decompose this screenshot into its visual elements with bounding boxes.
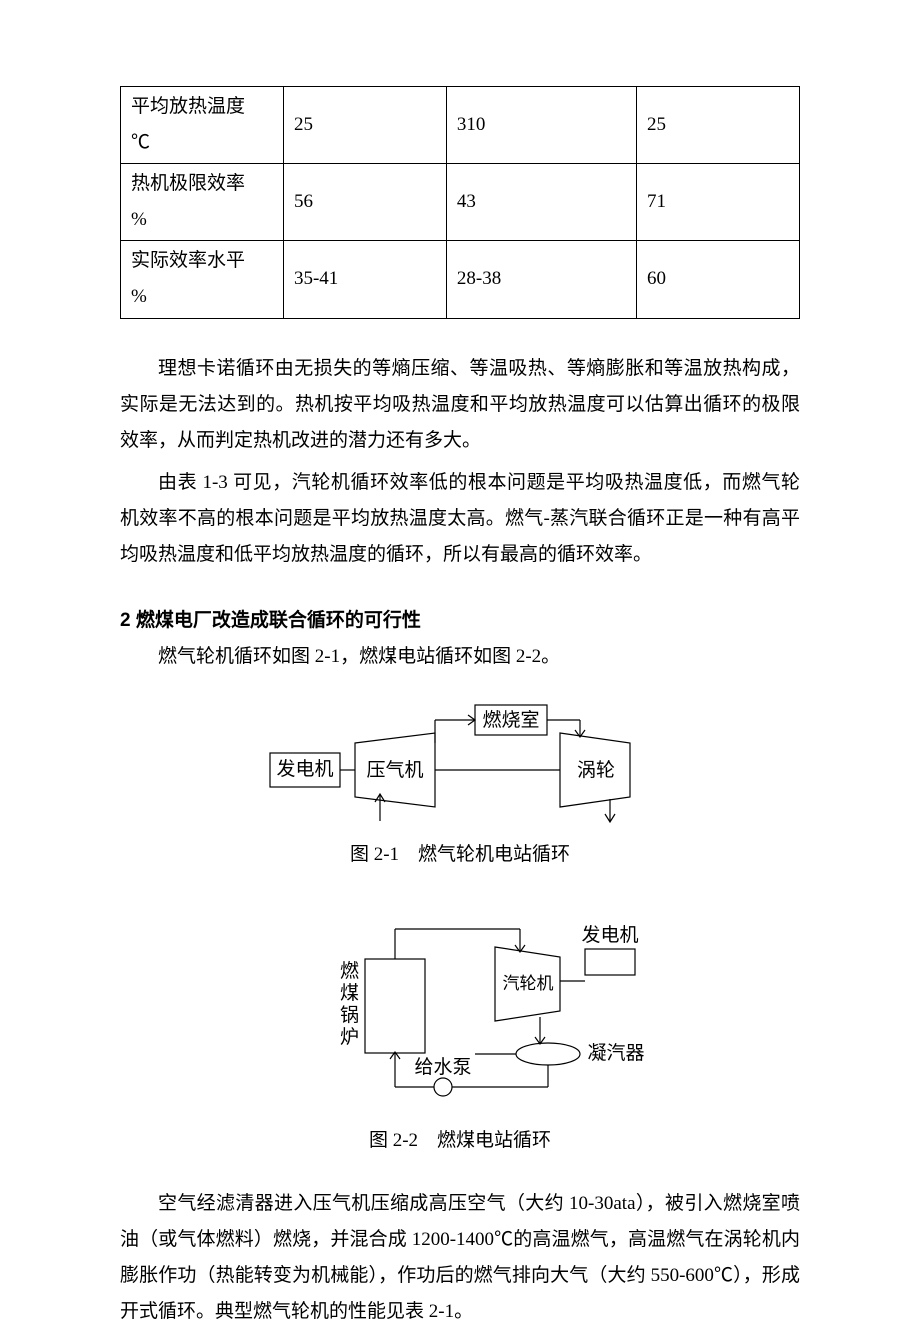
figure-2-1: 发电机 压气机 燃烧室 涡轮 (260, 693, 660, 823)
table-row: 平均放热温度 ℃ 25 310 25 (121, 87, 800, 164)
label-generator-2: 发电机 (581, 924, 638, 946)
label-boiler-4: 炉 (340, 1026, 359, 1048)
label-boiler-2: 煤 (340, 982, 359, 1004)
cell: 310 (446, 87, 636, 164)
paragraph-4: 空气经滤清器进入压气机压缩成高压空气（大约 10-30ata），被引入燃烧室喷油… (120, 1186, 800, 1330)
label-turbine: 涡轮 (577, 759, 615, 781)
label-combustor: 燃烧室 (482, 709, 539, 731)
paragraph-1: 理想卡诺循环由无损失的等熵压缩、等温吸热、等熵膨胀和等温放热构成，实际是无法达到… (120, 351, 800, 459)
cell: 60 (637, 241, 800, 318)
label-generator: 发电机 (276, 758, 333, 780)
cell: 35-41 (283, 241, 446, 318)
table-row: 实际效率水平 % 35-41 28-38 60 (121, 241, 800, 318)
figure-2-2: 燃 煤 锅 炉 汽轮机 发电机 凝汽器 给水泵 (260, 899, 660, 1109)
efficiency-table: 平均放热温度 ℃ 25 310 25 热机极限效率 % 56 43 71 实际效… (120, 86, 800, 319)
cell: 28-38 (446, 241, 636, 318)
label-boiler-3: 锅 (340, 1004, 359, 1026)
cell: 56 (283, 164, 446, 241)
cell: 热机极限效率 % (121, 164, 284, 241)
figure-2-1-caption: 图 2-1 燃气轮机电站循环 (120, 837, 800, 873)
paragraph-3: 燃气轮机循环如图 2-1，燃煤电站循环如图 2-2。 (120, 639, 800, 675)
cell: 25 (637, 87, 800, 164)
label-pump: 给水泵 (414, 1056, 471, 1078)
cell: 25 (283, 87, 446, 164)
label-condenser: 凝汽器 (587, 1042, 644, 1064)
paragraph-2: 由表 1-3 可见，汽轮机循环效率低的根本问题是平均吸热温度低，而燃气轮机效率不… (120, 465, 800, 573)
section-title: 2 燃煤电厂改造成联合循环的可行性 (120, 603, 800, 639)
cell: 实际效率水平 % (121, 241, 284, 318)
label-steam-turbine: 汽轮机 (503, 974, 554, 993)
cell: 43 (446, 164, 636, 241)
cell: 平均放热温度 ℃ (121, 87, 284, 164)
label-compressor: 压气机 (366, 759, 423, 781)
figure-2-2-caption: 图 2-2 燃煤电站循环 (120, 1123, 800, 1159)
cell: 71 (637, 164, 800, 241)
table-row: 热机极限效率 % 56 43 71 (121, 164, 800, 241)
label-boiler-1: 燃 (340, 960, 359, 982)
